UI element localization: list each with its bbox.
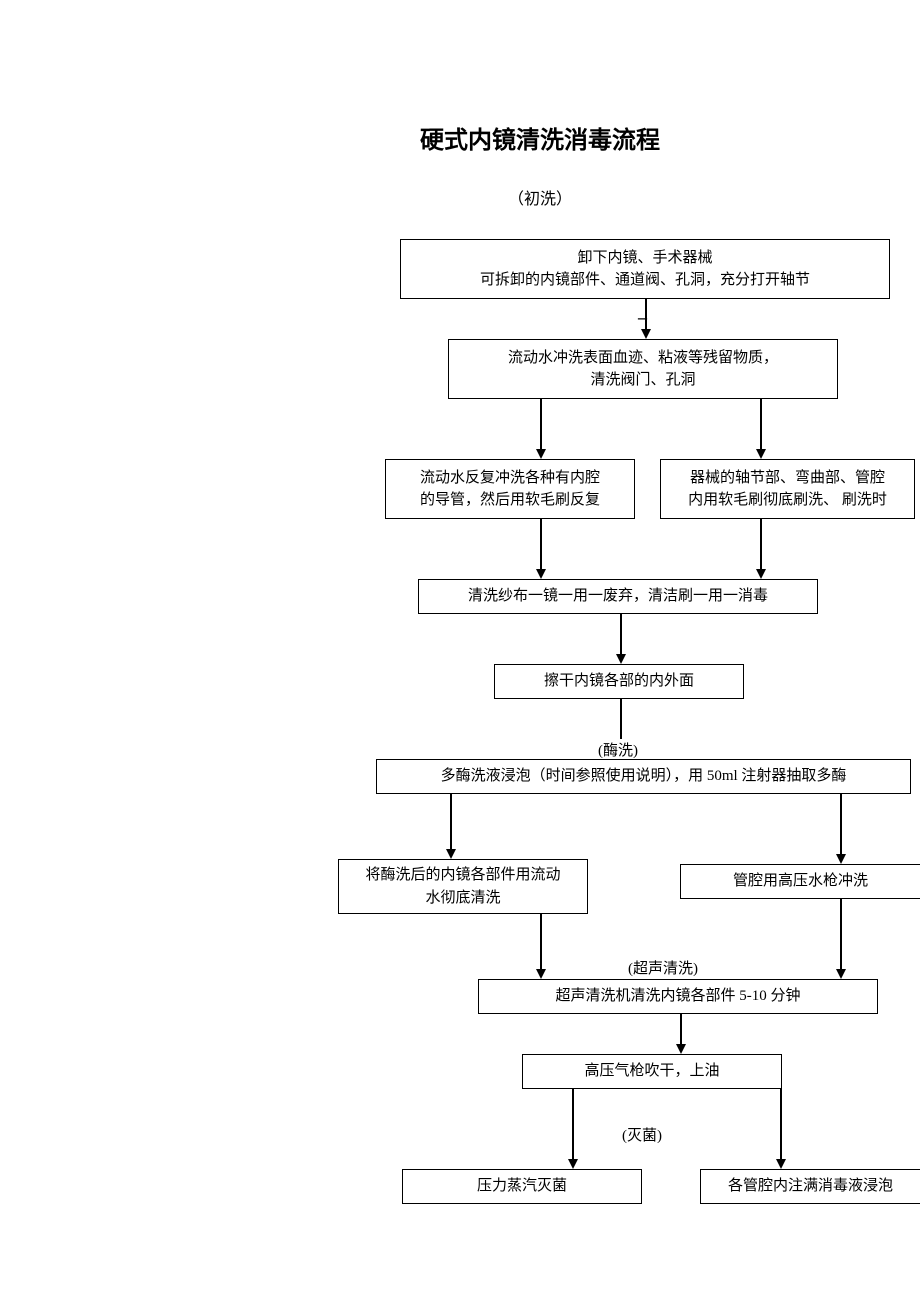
node-text: 管腔用高压水枪冲洗 <box>733 870 868 893</box>
node-text: 压力蒸汽灭菌 <box>477 1175 567 1198</box>
node-enzyme-soak: 多酶洗液浸泡（时间参照使用说明），用 50ml 注射器抽取多酶 <box>376 759 911 794</box>
node-text: 器械的轴节部、弯曲部、管腔 <box>690 467 885 490</box>
arrowhead <box>446 849 456 859</box>
arrow <box>760 399 762 449</box>
arrow <box>840 794 842 854</box>
node-text: 多酶洗液浸泡（时间参照使用说明），用 50ml 注射器抽取多酶 <box>441 765 847 788</box>
arrowhead <box>536 569 546 579</box>
label-ultrasonic: (超声清洗) <box>628 957 698 978</box>
node-text: 可拆卸的内镜部件、通道阀、孔洞，充分打开轴节 <box>480 269 810 292</box>
label-enzyme: (酶洗) <box>598 739 638 760</box>
arrow <box>680 1014 682 1044</box>
arrow <box>540 399 542 449</box>
node-text: 清洗阀门、孔洞 <box>590 369 695 392</box>
arrow <box>572 1089 574 1159</box>
node-rinse-enzyme: 将酶洗后的内镜各部件用流动 水彻底清洗 <box>338 859 588 914</box>
node-flush-tubes: 流动水反复冲洗各种有内腔 的导管，然后用软毛刷反复 <box>385 459 635 519</box>
node-ultrasonic: 超声清洗机清洗内镜各部件 5-10 分钟 <box>478 979 878 1014</box>
page-title: 硬式内镜清洗消毒流程 <box>0 120 920 155</box>
arrowhead <box>676 1044 686 1054</box>
arrow <box>780 1089 782 1159</box>
node-text: 的导管，然后用软毛刷反复 <box>420 489 600 512</box>
arrow <box>450 794 452 849</box>
node-text: 水彻底清洗 <box>425 887 500 910</box>
arrowhead <box>776 1159 786 1169</box>
arrowhead <box>756 569 766 579</box>
dash-mark: – <box>638 307 647 328</box>
node-text: 各管腔内注满消毒液浸泡 <box>728 1175 893 1198</box>
arrowhead <box>756 449 766 459</box>
node-text: 卸下内镜、手术器械 <box>577 247 712 270</box>
arrow <box>760 519 762 569</box>
arrowhead <box>536 969 546 979</box>
node-steam-sterilize: 压力蒸汽灭菌 <box>402 1169 642 1204</box>
node-text: 清洗纱布一镜一用一废弃，清洁刷一用一消毒 <box>468 585 768 608</box>
label-sterilize: (灭菌) <box>622 1124 662 1145</box>
node-air-dry: 高压气枪吹干，上油 <box>522 1054 782 1089</box>
node-gauze: 清洗纱布一镜一用一废弃，清洁刷一用一消毒 <box>418 579 818 614</box>
arrow <box>540 519 542 569</box>
arrowhead <box>616 654 626 664</box>
node-text: 高压气枪吹干，上油 <box>584 1060 719 1083</box>
node-text: 将酶洗后的内镜各部件用流动 <box>365 864 560 887</box>
page-subtitle: （初洗） <box>0 185 920 209</box>
arrow <box>840 899 842 969</box>
arrowhead <box>641 329 651 339</box>
arrow <box>540 914 542 969</box>
flowchart-canvas: 卸下内镜、手术器械 可拆卸的内镜部件、通道阀、孔洞，充分打开轴节 – 流动水冲洗… <box>0 239 920 1289</box>
arrowhead <box>568 1159 578 1169</box>
node-text: 擦干内镜各部的内外面 <box>544 670 694 693</box>
arrow <box>620 614 622 654</box>
node-disinfect-soak: 各管腔内注满消毒液浸泡 <box>700 1169 920 1204</box>
node-rinse: 流动水冲洗表面血迹、粘液等残留物质， 清洗阀门、孔洞 <box>448 339 838 399</box>
node-brush-joints: 器械的轴节部、弯曲部、管腔 内用软毛刷彻底刷洗、 刷洗时 <box>660 459 915 519</box>
node-text: 超声清洗机清洗内镜各部件 5-10 分钟 <box>556 985 801 1008</box>
node-wipe-dry: 擦干内镜各部的内外面 <box>494 664 744 699</box>
node-disassemble: 卸下内镜、手术器械 可拆卸的内镜部件、通道阀、孔洞，充分打开轴节 <box>400 239 890 299</box>
node-text: 流动水冲洗表面血迹、粘液等残留物质， <box>508 347 778 370</box>
arrowhead <box>836 854 846 864</box>
node-high-pressure: 管腔用高压水枪冲洗 <box>680 864 920 899</box>
node-text: 流动水反复冲洗各种有内腔 <box>420 467 600 490</box>
arrowhead <box>536 449 546 459</box>
node-text: 内用软毛刷彻底刷洗、 刷洗时 <box>688 489 887 512</box>
arrowhead <box>836 969 846 979</box>
